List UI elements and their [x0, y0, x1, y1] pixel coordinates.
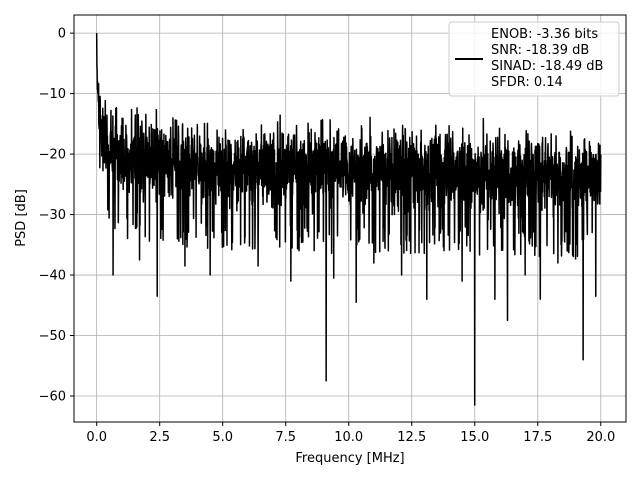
x-tick-label: 10.0	[334, 430, 363, 445]
legend-entry-enob: ENOB: -3.36 bits	[491, 27, 598, 42]
y-tick-label: −60	[39, 389, 66, 404]
x-tick-label: 20.0	[586, 430, 615, 445]
legend-entry-sfdr: SFDR: 0.14	[491, 75, 563, 90]
axes-frame	[73, 14, 627, 423]
series-layer	[95, 33, 602, 406]
y-tick-label: −50	[39, 329, 66, 344]
legend-box	[448, 21, 620, 97]
y-ticks: 0 −10 −20 −30 −40 −50 −60	[39, 27, 74, 404]
x-tick-label: 7.5	[275, 430, 296, 445]
x-ticks: 0.0 2.5 5.0 7.5 10.0 12.5 15.0 17.5 20.0	[86, 422, 615, 445]
x-tick-label: 15.0	[460, 430, 489, 445]
x-tick-label: 5.0	[212, 430, 233, 445]
legend-entry-sinad: SINAD: -18.49 dB	[491, 59, 603, 74]
x-axis-label: Frequency [MHz]	[295, 451, 404, 466]
y-tick-label: −10	[39, 87, 66, 102]
x-tick-label: 12.5	[397, 430, 426, 445]
y-tick-label: −40	[39, 269, 66, 284]
x-tick-label: 2.5	[149, 430, 170, 445]
x-tick-label: 0.0	[86, 430, 107, 445]
y-tick-label: −30	[39, 208, 66, 223]
legend-entry-snr: SNR: -18.39 dB	[491, 43, 589, 58]
x-tick-label: 17.5	[523, 430, 552, 445]
y-axis-label: PSD [dB]	[14, 189, 29, 247]
psd-series-line	[95, 33, 602, 406]
y-tick-label: −20	[39, 148, 66, 163]
y-tick-label: 0	[58, 27, 66, 42]
legend: ENOB: -3.36 bits SNR: -18.39 dB SINAD: -…	[448, 21, 620, 97]
